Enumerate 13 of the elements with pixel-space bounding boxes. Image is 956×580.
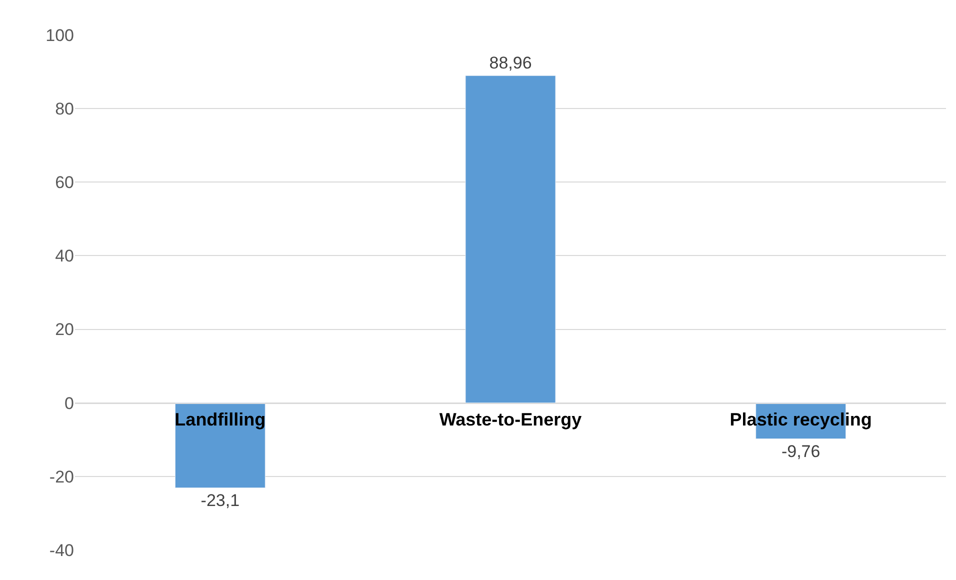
- y-tick-label: 80: [55, 100, 74, 119]
- y-tick-label: -40: [49, 540, 74, 560]
- y-tick-label: 100: [46, 26, 74, 45]
- y-tick-label: 20: [55, 320, 74, 340]
- y-tick-label: 60: [55, 173, 74, 192]
- x-tick-label: Waste-to-Energy: [439, 409, 582, 430]
- y-tick-label: 40: [55, 246, 74, 266]
- y-tick-label: -20: [49, 467, 74, 486]
- x-tick-label: Landfilling: [174, 409, 266, 430]
- data-label: -9,76: [781, 442, 820, 461]
- data-label: 88,96: [489, 54, 532, 73]
- data-label: -23,1: [200, 490, 240, 510]
- y-tick-label: 0: [64, 394, 74, 413]
